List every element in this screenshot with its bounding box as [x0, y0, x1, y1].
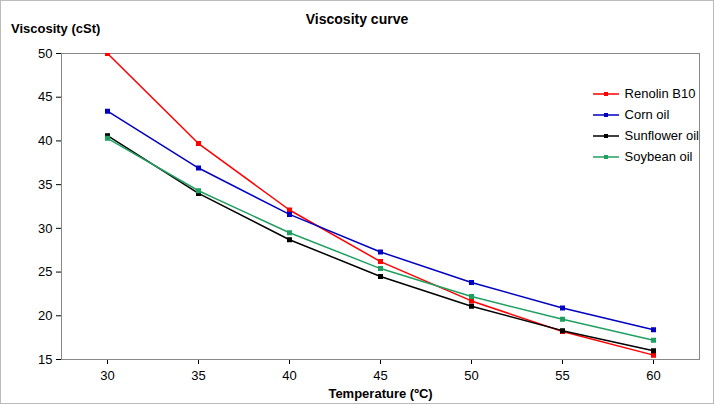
html-text:Viscosity curve: Viscosity curve [305, 11, 409, 27]
svg-text:55: 55 [555, 368, 569, 383]
svg-text:35: 35 [191, 368, 205, 383]
svg-text:Temperature (ºC): Temperature (ºC) [328, 386, 432, 401]
svg-text:40: 40 [38, 133, 52, 148]
html-text:Corn oil: Corn oil [624, 107, 670, 122]
svg-text:30: 30 [38, 221, 52, 236]
html-text:Soybean oil: Soybean oil [624, 149, 693, 164]
svg-text:15: 15 [38, 352, 52, 367]
html-text:Sunflower oil: Sunflower oil [624, 128, 699, 143]
svg-text:35: 35 [38, 177, 52, 192]
svg-text:50: 50 [38, 46, 52, 61]
svg-text:20: 20 [38, 308, 52, 323]
svg-text:50: 50 [464, 368, 478, 383]
svg-text:45: 45 [38, 89, 52, 104]
svg-text:25: 25 [38, 264, 52, 279]
svg-text:45: 45 [373, 368, 387, 383]
svg-text:60: 60 [646, 368, 660, 383]
html-text:Renolin B10: Renolin B10 [624, 86, 696, 101]
svg-text:40: 40 [282, 368, 296, 383]
html-text:Viscosity (cSt): Viscosity (cSt) [11, 21, 101, 36]
svg-text:30: 30 [100, 368, 114, 383]
